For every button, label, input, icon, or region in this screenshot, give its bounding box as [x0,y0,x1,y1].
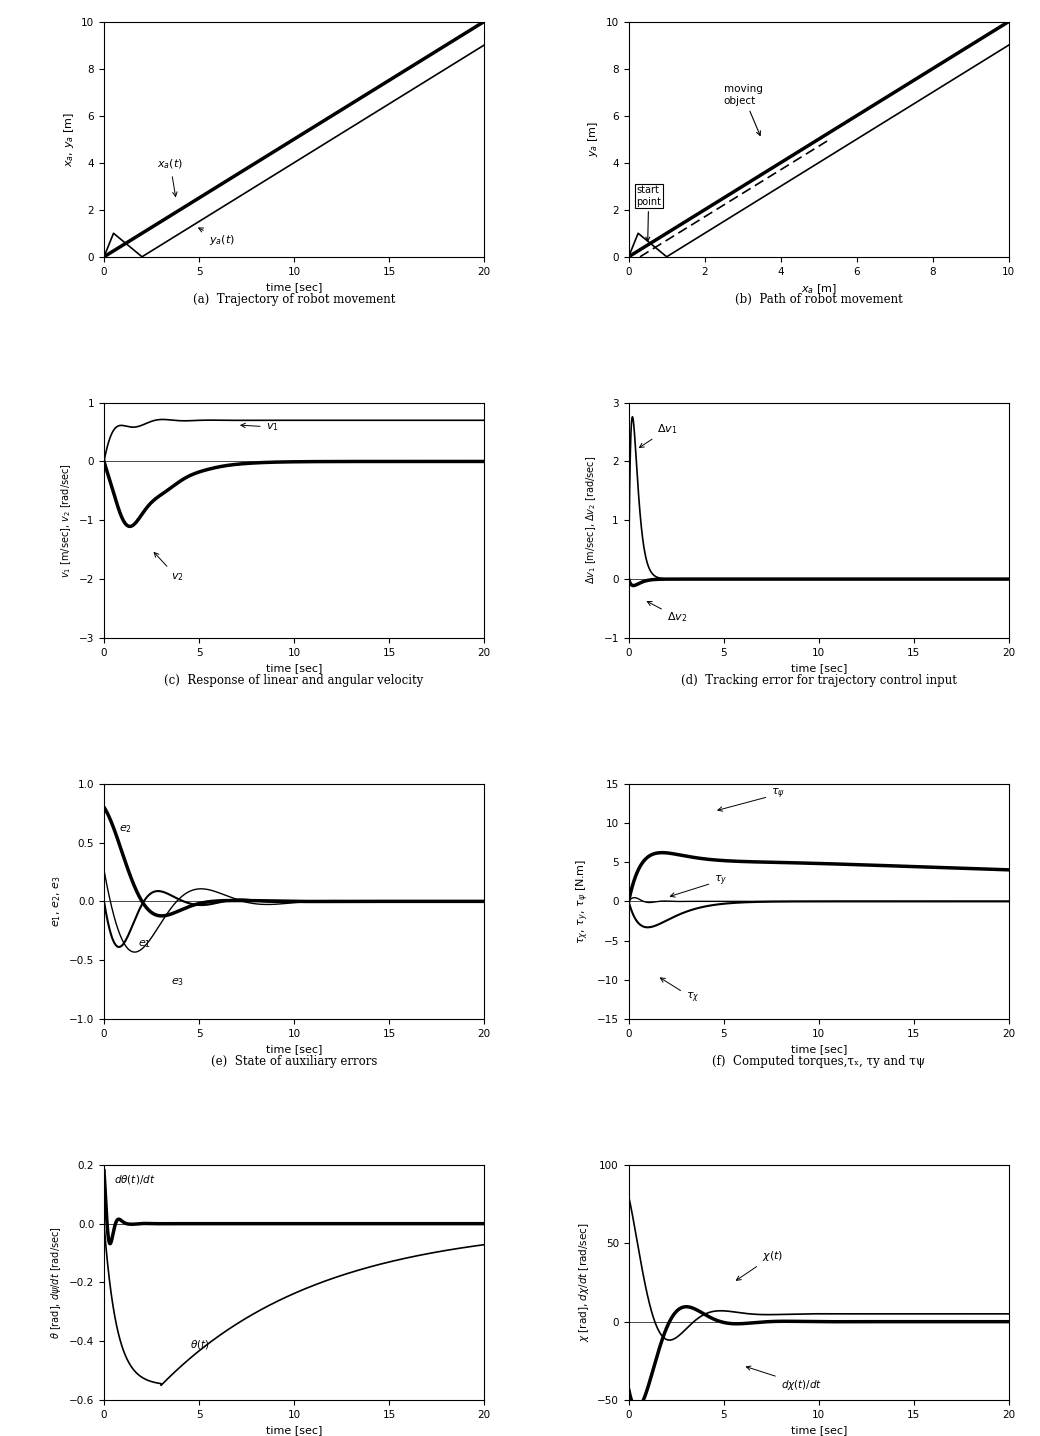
Y-axis label: $x_a$, $y_a$ [m]: $x_a$, $y_a$ [m] [61,112,76,167]
Text: $v_2$: $v_2$ [154,553,183,583]
Text: (a)  Trajectory of robot movement: (a) Trajectory of robot movement [192,293,395,306]
Text: $\tau_y$: $\tau_y$ [671,873,728,898]
Text: $\Delta v_2$: $\Delta v_2$ [647,602,687,625]
Text: (d)  Tracking error for trajectory control input: (d) Tracking error for trajectory contro… [681,673,957,686]
Text: $v_1$: $v_1$ [241,421,279,432]
X-axis label: time [sec]: time [sec] [266,663,322,673]
Text: $y_a(t)$: $y_a(t)$ [199,228,235,247]
Text: $e_2$: $e_2$ [120,823,132,834]
Y-axis label: $e_1$, $e_2$, $e_3$: $e_1$, $e_2$, $e_3$ [52,876,63,928]
Text: $\Delta v_1$: $\Delta v_1$ [640,422,678,448]
Text: $e_1$: $e_1$ [138,938,151,949]
X-axis label: time [sec]: time [sec] [790,663,847,673]
Text: $e_3$: $e_3$ [171,975,184,988]
Y-axis label: $y_a$ [m]: $y_a$ [m] [587,121,600,157]
Text: start
point: start point [636,185,661,241]
Y-axis label: $\chi$ [rad], $d\chi/dt$ [rad/sec]: $\chi$ [rad], $d\chi/dt$ [rad/sec] [577,1222,592,1343]
Y-axis label: $\Delta v_1$ [m/sec], $\Delta v_2$ [rad/sec]: $\Delta v_1$ [m/sec], $\Delta v_2$ [rad/… [584,457,598,584]
Text: $\theta(t)$: $\theta(t)$ [189,1338,209,1351]
Text: (f)  Computed torques,τₓ, τy and τψ: (f) Computed torques,τₓ, τy and τψ [712,1055,926,1068]
Text: $d\chi(t)/dt$: $d\chi(t)/dt$ [747,1366,822,1391]
Text: $\chi(t)$: $\chi(t)$ [736,1249,783,1281]
X-axis label: $x_a$ [m]: $x_a$ [m] [801,281,837,296]
Text: $\tau_\chi$: $\tau_\chi$ [660,978,699,1005]
Y-axis label: $\theta$ [rad], $d\psi/dt$ [rad/sec]: $\theta$ [rad], $d\psi/dt$ [rad/sec] [50,1226,63,1338]
X-axis label: time [sec]: time [sec] [790,1426,847,1436]
Text: (c)  Response of linear and angular velocity: (c) Response of linear and angular veloc… [164,673,423,686]
Y-axis label: $\tau_\chi$, $\tau_y$, $\tau_\psi$ [N.m]: $\tau_\chi$, $\tau_y$, $\tau_\psi$ [N.m] [575,859,592,943]
Text: $d\theta(t)/dt$: $d\theta(t)/dt$ [113,1173,155,1186]
Text: $\tau_\psi$: $\tau_\psi$ [718,787,785,811]
Y-axis label: $v_1$ [m/sec], $v_2$ [rad/sec]: $v_1$ [m/sec], $v_2$ [rad/sec] [59,462,74,577]
X-axis label: time [sec]: time [sec] [790,1044,847,1054]
X-axis label: time [sec]: time [sec] [266,281,322,292]
X-axis label: time [sec]: time [sec] [266,1426,322,1436]
Text: $x_a(t)$: $x_a(t)$ [157,158,183,197]
Text: moving
object: moving object [724,85,762,135]
X-axis label: time [sec]: time [sec] [266,1044,322,1054]
Text: (b)  Path of robot movement: (b) Path of robot movement [735,293,903,306]
Text: (e)  State of auxiliary errors: (e) State of auxiliary errors [211,1055,378,1068]
